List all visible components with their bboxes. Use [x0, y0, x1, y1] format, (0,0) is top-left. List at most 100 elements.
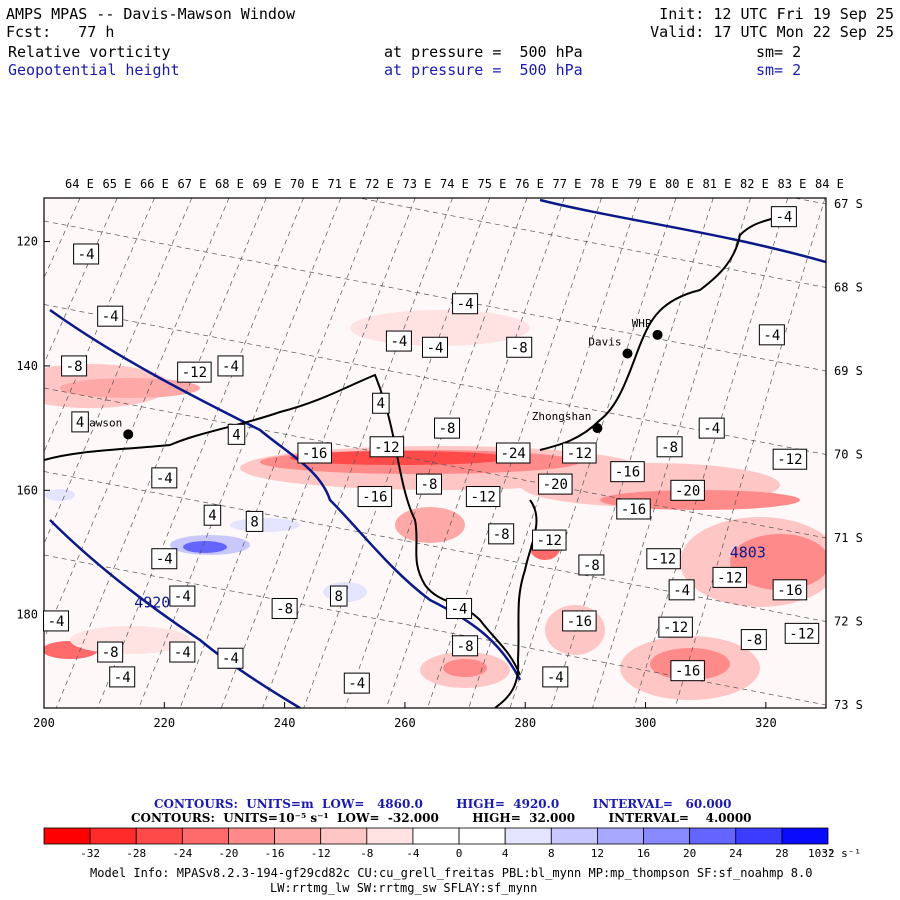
vorticity-label-text: -12 [537, 533, 562, 549]
forecast-hour: Fcst: 77 h [6, 23, 115, 41]
vorticity-label-box [532, 529, 567, 551]
vorticity-label: -4 [446, 597, 473, 619]
vorticity-label-text: 8 [250, 514, 258, 530]
x-tick-label: 220 [153, 716, 175, 730]
parallel-line [44, 554, 826, 706]
vorticity-label-text: -4 [78, 247, 95, 263]
vorticity-label: -4 [169, 585, 196, 607]
parallel-line [44, 220, 826, 372]
vorticity-label-text: -12 [717, 570, 742, 586]
lat-label: 71 S [834, 531, 863, 545]
meridian-line [674, 198, 826, 708]
parallel-line [44, 304, 826, 455]
vorticity-label: -8 [506, 336, 533, 358]
colorbar-tick-label: -28 [126, 847, 146, 860]
vorticity-label-box [151, 548, 178, 570]
vorticity-label-box [61, 355, 88, 377]
vorticity-label-text: 8 [335, 589, 343, 605]
vorticity-label-box [372, 392, 390, 414]
vorticity-label-text: -4 [547, 670, 564, 686]
vorticity-label: -4 [217, 647, 244, 669]
vorticity-label-box [538, 473, 573, 495]
vorticity-label-box [772, 448, 808, 470]
lon-label: 74 E [440, 177, 469, 191]
vorticity-label: -8 [452, 635, 479, 657]
vorticity-label: -4 [758, 324, 785, 346]
colorbar-tick-label: 4 [502, 847, 509, 860]
vorticity-label: -4 [109, 666, 136, 688]
station-label: Davis [588, 335, 621, 348]
vorticity-label: -4 [542, 666, 569, 688]
lon-label: 66 E [140, 177, 169, 191]
vorticity-label: -12 [369, 436, 405, 458]
vorticity-label-box [415, 473, 442, 495]
vorticity-label-text: -12 [374, 440, 399, 456]
vorticity-label-text: -4 [222, 359, 239, 375]
lon-label: 71 E [328, 177, 357, 191]
vorticity-label-text: -20 [543, 477, 568, 493]
vorticity-label-box [385, 330, 412, 352]
vorticity-label: -16 [772, 579, 808, 601]
lon-label: 67 E [178, 177, 207, 191]
field1-name: Relative vorticity [8, 43, 171, 61]
vorticity-label: -4 [151, 467, 178, 489]
x-tick-label: 300 [635, 716, 657, 730]
page-title: AMPS MPAS -- Davis-Mawson Window [6, 5, 295, 23]
colorbar-unit: 10⁻⁵ s⁻¹ [808, 847, 861, 860]
vorticity-label: -4 [169, 641, 196, 663]
vorticity-label-text: -16 [362, 490, 387, 506]
vorticity-label: -12 [532, 529, 567, 551]
vorticity-label: -4 [73, 243, 100, 265]
vorticity-label-box [177, 361, 212, 383]
vorticity-label-text: -12 [777, 452, 802, 468]
vorticity-label: -4 [43, 610, 70, 632]
vorticity-label-box [770, 206, 797, 228]
vorticity-label: -8 [271, 597, 298, 619]
vorticity-label-text: -8 [421, 477, 438, 493]
vorticity-label-box [465, 486, 501, 508]
vorticity-label-text: 4 [377, 396, 385, 412]
colorbar-cell [550, 827, 598, 845]
lon-label: 65 E [103, 177, 132, 191]
vorticity-label: -12 [562, 442, 597, 464]
vorticity-label-box [658, 616, 693, 638]
lon-label: 81 E [703, 177, 732, 191]
height-contour-1 [539, 198, 826, 264]
colorbar-tick-label: -8 [360, 847, 373, 860]
vorticity-label-text: -8 [439, 421, 456, 437]
meridian-line [44, 198, 193, 545]
vorticity-label: -12 [177, 361, 212, 383]
colorbar-cell [228, 827, 275, 845]
lat-label: 67 S [834, 197, 863, 211]
station-marker [123, 429, 134, 440]
lat-label: 68 S [834, 281, 863, 295]
vorticity-label: -12 [772, 448, 808, 470]
vorticity-label-box [297, 442, 332, 464]
vorticity-label-text: -4 [703, 421, 720, 437]
vorticity-label: -16 [357, 486, 393, 508]
vorticity-label-box [446, 597, 473, 619]
contour-info-height: CONTOURS: UNITS=m LOW= 4860.0 HIGH= 4920… [154, 797, 732, 811]
station-label: Zhongshan [532, 410, 592, 423]
vorticity-label-box [71, 411, 89, 433]
colorbar-tick-label: -12 [311, 847, 331, 860]
vorticity-label: 4 [227, 423, 246, 445]
vorticity-label-text: -4 [348, 676, 365, 692]
vorticity-label: -16 [297, 442, 332, 464]
lat-label: 69 S [834, 364, 863, 378]
vorticity-label-box [495, 442, 531, 464]
vorticity-label: -4 [668, 579, 695, 601]
meridian-line [97, 198, 304, 708]
colorbar-tick-label: 20 [683, 847, 696, 860]
colorbar-tick-label: -4 [406, 847, 420, 860]
model-info-line2: LW:rrtmg_lw SW:rrtmg_sw SFLAY:sf_mynn [270, 881, 538, 895]
vorticity-label-text: -8 [583, 558, 600, 574]
vorticity-label-box [610, 461, 645, 483]
station-marker [622, 348, 633, 359]
vorticity-label: 4 [372, 392, 390, 414]
y-tick-label: 180 [16, 608, 38, 622]
vorticity-label-text: -4 [156, 552, 173, 568]
vorticity-label: -16 [670, 660, 705, 682]
colorbar-tick-label: -16 [265, 847, 285, 860]
meridian-line [344, 198, 528, 708]
